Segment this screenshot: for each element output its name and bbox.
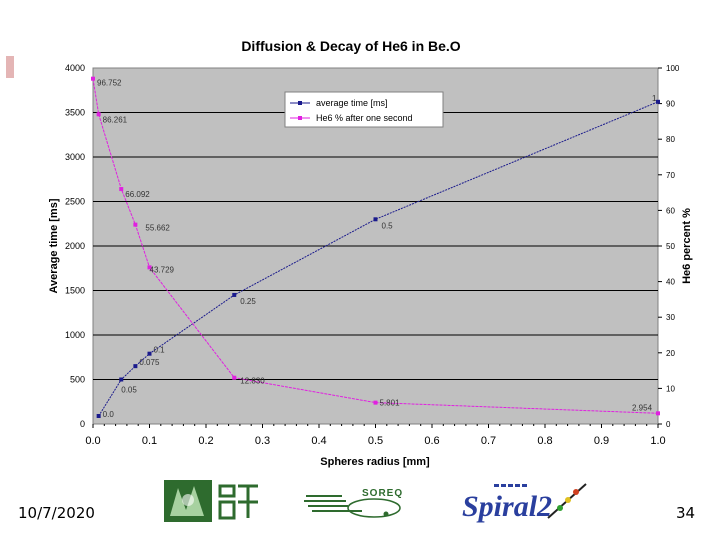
chart: Diffusion & Decay of He6 in Be.O 0500100… bbox=[48, 38, 693, 468]
data-label: 66.092 bbox=[125, 190, 150, 199]
data-point bbox=[133, 222, 138, 227]
data-point bbox=[656, 99, 660, 104]
x-tick-label: 0.0 bbox=[85, 435, 100, 447]
data-point bbox=[147, 265, 152, 270]
soreq-logo: SOREQ bbox=[304, 488, 403, 518]
x-tick-label: 1.0 bbox=[650, 435, 665, 447]
data-label: 12.830 bbox=[240, 377, 265, 386]
x-tick-label: 0.2 bbox=[198, 435, 213, 447]
soreq-logo-text: SOREQ bbox=[362, 488, 403, 499]
x-tick-label: 0.1 bbox=[142, 435, 157, 447]
y-tick-label: 2500 bbox=[65, 197, 85, 207]
point-labels: 0.0 0.05 0.075 0.1 0.25 0.5 1 96.752 86.261 66.09… bbox=[97, 79, 657, 419]
y2-tick-label: 30 bbox=[666, 313, 675, 322]
x-tick-label: 0.7 bbox=[481, 435, 496, 447]
data-label: 0.05 bbox=[121, 386, 137, 395]
y-tick-label: 3000 bbox=[65, 152, 85, 162]
x-tick-label: 0.8 bbox=[537, 435, 552, 447]
data-point bbox=[133, 364, 138, 369]
y-tick-label: 2000 bbox=[65, 241, 85, 251]
data-point bbox=[147, 351, 152, 356]
data-point bbox=[91, 76, 95, 81]
data-label: 2.954 bbox=[632, 403, 653, 412]
data-label: 43.729 bbox=[150, 265, 175, 274]
data-label: 0.1 bbox=[154, 346, 166, 355]
y2-axis-label: He6 percent % bbox=[681, 208, 693, 284]
data-point bbox=[119, 187, 124, 192]
legend: average time [ms] He6 % after one second bbox=[284, 91, 444, 128]
x-tick-label: 0.4 bbox=[311, 435, 326, 447]
y-tick-label: 500 bbox=[70, 375, 85, 385]
lab-logo-left bbox=[164, 480, 258, 522]
y2-tick-label: 90 bbox=[666, 100, 675, 109]
chart-title: Diffusion & Decay of He6 in Be.O bbox=[241, 38, 460, 54]
y2-tick-label: 50 bbox=[666, 242, 675, 251]
y2-tick-label: 40 bbox=[666, 278, 675, 287]
data-point bbox=[96, 112, 101, 117]
y2-tick-label: 70 bbox=[666, 171, 675, 180]
spiral2-logo: Spiral2 bbox=[462, 483, 587, 523]
data-point bbox=[656, 411, 660, 416]
y2-tick-label: 60 bbox=[666, 206, 675, 215]
y-tick-label: 4000 bbox=[65, 63, 85, 73]
data-label: 0.075 bbox=[139, 358, 160, 367]
data-point bbox=[373, 217, 378, 222]
data-label: 96.752 bbox=[97, 79, 122, 88]
data-label: 1 bbox=[652, 94, 657, 103]
y-tick-label: 0 bbox=[80, 419, 85, 429]
x-tick-label: 0.3 bbox=[255, 435, 270, 447]
y-tick-label: 1000 bbox=[65, 330, 85, 340]
y-tick-label: 3500 bbox=[65, 108, 85, 118]
data-label: 55.662 bbox=[145, 224, 170, 233]
x-axis-label: Spheres radius [mm] bbox=[320, 456, 430, 468]
x-axis-ticks: 0.0 0.1 0.2 0.3 0.4 0.5 0.6 0.7 0.8 0.9 1.0 bbox=[85, 424, 666, 447]
legend-marker-he6-percent bbox=[298, 116, 302, 120]
x-tick-label: 0.9 bbox=[594, 435, 609, 447]
right-axis-ticks: 0 10 20 30 40 50 60 70 80 90 100 bbox=[658, 64, 680, 429]
y2-tick-label: 20 bbox=[666, 349, 675, 358]
legend-box bbox=[284, 91, 444, 128]
legend-label-he6-percent: He6 % after one second bbox=[316, 113, 413, 123]
footer-page-number: 34 bbox=[676, 504, 696, 522]
data-point bbox=[232, 375, 237, 380]
data-label: 5.801 bbox=[380, 399, 401, 408]
y2-tick-label: 100 bbox=[666, 64, 680, 73]
data-point bbox=[373, 400, 378, 405]
footer-date: 10/7/2020 bbox=[18, 504, 95, 522]
y2-tick-label: 0 bbox=[666, 420, 671, 429]
left-axis-ticks: 0 500 1000 1500 2000 2500 3000 3500 4000 bbox=[65, 63, 85, 429]
legend-marker-average-time bbox=[298, 101, 302, 105]
y2-tick-label: 10 bbox=[666, 384, 675, 393]
data-label: 0.25 bbox=[240, 297, 256, 306]
y-tick-label: 1500 bbox=[65, 286, 85, 296]
x-tick-label: 0.6 bbox=[424, 435, 439, 447]
spiral2-logo-text: Spiral2 bbox=[462, 490, 552, 523]
x-tick-label: 0.5 bbox=[368, 435, 383, 447]
series-points bbox=[91, 76, 660, 418]
data-point bbox=[119, 377, 124, 382]
series-line-1 bbox=[92, 78, 659, 414]
data-label: 86.261 bbox=[103, 115, 128, 124]
slide-edge-mark bbox=[6, 56, 14, 78]
y2-tick-label: 80 bbox=[666, 135, 675, 144]
data-point bbox=[232, 292, 237, 297]
data-label: 0.5 bbox=[382, 221, 394, 230]
y-axis-label: Average time [ms] bbox=[48, 198, 60, 293]
legend-label-average-time: average time [ms] bbox=[316, 98, 388, 108]
data-label: 0.0 bbox=[103, 410, 115, 419]
data-point bbox=[96, 413, 101, 418]
